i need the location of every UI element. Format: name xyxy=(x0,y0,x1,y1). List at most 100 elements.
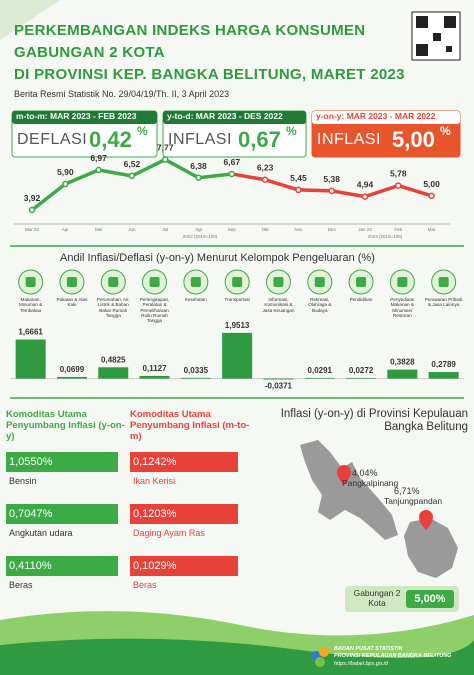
commodity-value: 0,1242% xyxy=(133,456,177,468)
bar xyxy=(180,377,211,379)
bar xyxy=(56,376,87,379)
footer-band xyxy=(0,638,474,675)
line-point xyxy=(295,186,302,194)
qr-code xyxy=(416,16,428,28)
line-point xyxy=(228,170,236,178)
qr-code xyxy=(433,33,441,41)
summary-unit: % xyxy=(286,124,297,138)
commodity-name: Beras xyxy=(133,580,157,590)
summary-kind: DEFLASI xyxy=(17,131,88,148)
value-label: 6,67 xyxy=(224,157,241,167)
category-label: Transportasi xyxy=(224,297,250,302)
map-title: Inflasi (y-on-y) di Provinsi Kepulauan B… xyxy=(280,408,468,434)
value-label: 5,00 xyxy=(423,179,440,189)
category-icon xyxy=(108,277,119,287)
commodity-value: 0,7047% xyxy=(9,508,53,520)
category-icon xyxy=(314,277,325,287)
category-label: Perlengkapan, Peralatan & Pemeliharaan R… xyxy=(139,297,170,324)
bar xyxy=(98,367,129,379)
commodity-value: 0,1029% xyxy=(133,560,177,572)
category-icon xyxy=(356,277,367,287)
summary-value: 0,67 xyxy=(238,127,281,152)
value-label: 0,4825 xyxy=(101,355,126,364)
title-line: GABUNGAN 2 KOTA xyxy=(14,44,165,61)
combined-label: Gabungan 2 Kota xyxy=(353,588,401,608)
footer-org: BADAN PUSAT STATISTIK xyxy=(334,646,403,652)
category-label: Kesehatan xyxy=(184,297,207,302)
value-label: 0,1127 xyxy=(143,364,168,373)
line-point xyxy=(28,206,36,214)
value-label: 0,0272 xyxy=(349,366,374,375)
commodity-title: Komoditas Utama Penyumbang Inflasi (m-to… xyxy=(130,409,250,442)
value-label: 5,45 xyxy=(290,173,307,183)
line-segment xyxy=(30,182,68,212)
summary-label: y-to-d: MAR 2023 - DES 2022 xyxy=(167,111,283,121)
commodity-value: 0,1203% xyxy=(133,508,177,520)
value-label: 0,2789 xyxy=(431,360,456,369)
line-segment xyxy=(163,157,201,180)
category-label: Penyediaan Makanan & Minuman/ Restoran xyxy=(390,297,415,318)
title-line: DI PROVINSI KEP. BANGKA BELITUNG, MARET … xyxy=(14,66,405,83)
line-segment xyxy=(263,177,301,192)
line-segment xyxy=(196,172,234,180)
decoration xyxy=(0,0,60,40)
x-tick-label: Jul xyxy=(162,227,168,232)
line-segment xyxy=(296,188,334,193)
value-label: 0,0699 xyxy=(60,365,85,374)
category-icon xyxy=(66,277,77,287)
value-label: 7,77 xyxy=(157,143,174,153)
x-tick-label: Okt xyxy=(262,227,270,232)
footer-region: PROVINSI KEPULAUAN BANGKA BELITUNG xyxy=(334,653,452,659)
commodity-name: Ikan Kerisi xyxy=(133,476,176,486)
value-label: 4,94 xyxy=(357,180,374,190)
value-label: 0,3828 xyxy=(390,358,415,367)
category-icon xyxy=(190,277,201,287)
value-label: -0,0371 xyxy=(265,381,293,390)
summary-header xyxy=(12,111,157,124)
bar xyxy=(346,377,377,379)
bar xyxy=(15,339,46,379)
category-icon xyxy=(149,277,160,287)
combined-value: 5,00% xyxy=(414,593,446,605)
category-icon xyxy=(232,277,243,287)
summary-header xyxy=(163,111,306,124)
value-label: 5,78 xyxy=(390,169,407,179)
value-label: 5,90 xyxy=(57,167,74,177)
city-value: 6,71% xyxy=(394,486,420,496)
line-point xyxy=(428,192,435,200)
x-tick-label: Des xyxy=(328,227,337,232)
commodity-bar xyxy=(130,504,238,524)
line-segment xyxy=(230,172,267,182)
line-segment xyxy=(363,183,401,199)
commodity-value: 0,4110% xyxy=(9,560,52,572)
value-label: 6,52 xyxy=(124,159,141,169)
commodity-bar xyxy=(6,504,118,524)
commodity-value: 1,0550% xyxy=(9,456,53,468)
line-point xyxy=(95,166,102,174)
map-island xyxy=(404,518,458,578)
category-icon xyxy=(25,277,36,287)
bar-title: Andil Inflasi/Deflasi (y-on-y) Menurut K… xyxy=(60,252,375,264)
bar xyxy=(387,369,418,379)
qr-code xyxy=(446,46,452,52)
commodity-bar xyxy=(6,556,118,576)
bar xyxy=(222,332,253,379)
summary-value: 5,00 xyxy=(392,127,435,152)
period-label: 2022 (2018=100) xyxy=(183,234,218,239)
value-label: 6,38 xyxy=(190,161,207,171)
footer-url: https://babel.bps.go.id xyxy=(334,661,388,667)
line-point xyxy=(161,156,169,163)
x-tick-label: Feb xyxy=(394,227,402,232)
summary-unit: % xyxy=(137,124,148,138)
line-segment xyxy=(329,189,367,199)
line-segment xyxy=(130,157,167,178)
line-point xyxy=(261,176,269,183)
line-point xyxy=(62,180,69,188)
x-tick-label: Mar 22 xyxy=(25,227,40,232)
value-label: 6,97 xyxy=(90,153,107,163)
line-point xyxy=(361,193,369,200)
qr-code xyxy=(416,44,428,56)
category-label: Perumahan, Air, Listrik & Bahan Bakar Ru… xyxy=(96,297,130,318)
